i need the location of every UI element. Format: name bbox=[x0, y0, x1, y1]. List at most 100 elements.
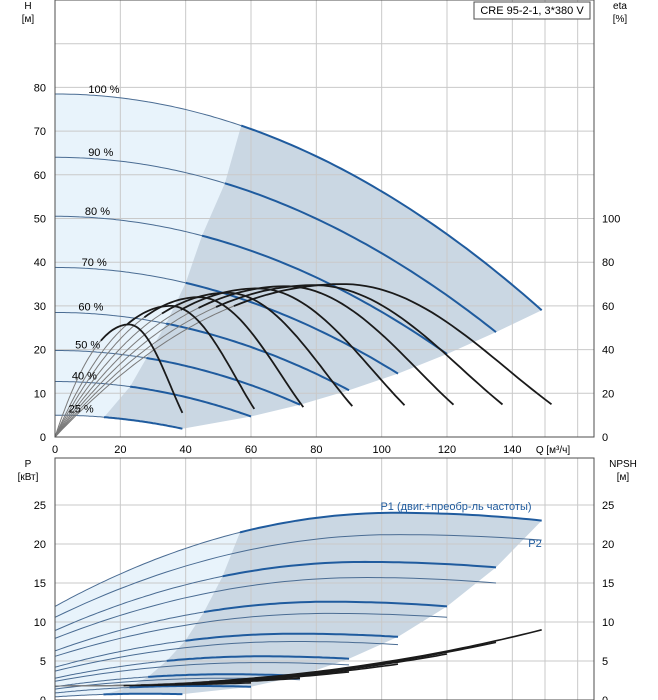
p1-curve-thin bbox=[54, 676, 149, 688]
head-tick-label: 40 bbox=[34, 257, 46, 269]
efficiency-curve bbox=[126, 305, 256, 410]
npsh-axis-unit: [м] bbox=[617, 472, 630, 483]
eta-tick-label: 100 bbox=[602, 214, 620, 226]
operating-regions bbox=[55, 94, 542, 437]
head-curve-thin bbox=[55, 350, 147, 359]
npsh-curve bbox=[123, 682, 252, 687]
speed-label: 40 % bbox=[72, 370, 97, 382]
p1-curve bbox=[185, 632, 399, 642]
eta-tick-label: 80 bbox=[602, 257, 614, 269]
flow-tick-label: 20 bbox=[114, 444, 126, 456]
head-tick-label: 60 bbox=[34, 170, 46, 182]
flow-tick-label: 140 bbox=[503, 444, 521, 456]
power-axis-label: P bbox=[25, 459, 32, 470]
efficiency-curve-thin bbox=[54, 340, 102, 438]
p1-curve bbox=[148, 673, 301, 678]
speed-label: 100 % bbox=[88, 84, 119, 96]
head-tick-label: 30 bbox=[34, 301, 46, 313]
npsh-curves bbox=[55, 629, 542, 687]
head-axis-ticks: 0 10 20 30 40 50 60 70 80 bbox=[34, 82, 46, 444]
p1-curve-thin bbox=[54, 693, 104, 698]
efficiency-curve bbox=[143, 296, 305, 408]
flow-axis-label: Q [м³/ч] bbox=[536, 445, 571, 456]
p1-curve bbox=[222, 560, 497, 578]
p2-curve bbox=[54, 662, 350, 682]
p1-series-label: P1 (двиг.+преобр-ль частоты) bbox=[380, 501, 531, 513]
efficiency-curve-thin bbox=[54, 316, 145, 438]
power-npsh-panel: 0 5 10 15 20 25 0 5 10 15 20 25 P [кВт] NPSH [м] P… bbox=[18, 457, 637, 700]
title-box-border bbox=[473, 1, 591, 20]
head-curves bbox=[54, 93, 543, 430]
head-tick-label: 0 bbox=[40, 432, 46, 444]
power-tick-label: 5 bbox=[40, 656, 46, 668]
speed-label: 25 % bbox=[69, 404, 94, 416]
p1-curve bbox=[103, 692, 183, 696]
p2-curve bbox=[54, 534, 542, 618]
efficiency-curve-thin bbox=[54, 313, 163, 438]
eta-axis-unit: [%] bbox=[613, 14, 628, 25]
p1-curve-thin bbox=[54, 660, 167, 679]
efficiency-curve bbox=[100, 323, 184, 414]
speed-label: 60 % bbox=[78, 302, 103, 314]
dark-operating-region bbox=[104, 125, 542, 429]
p1-curve bbox=[129, 685, 251, 689]
eta-tick-label: 0 bbox=[602, 432, 608, 444]
p2-series-label: P2 bbox=[528, 538, 541, 550]
efficiency-curve bbox=[198, 285, 455, 406]
npsh-tick-label: 5 bbox=[602, 656, 608, 668]
power-tick-label: 0 bbox=[40, 695, 46, 700]
head-curve bbox=[103, 416, 183, 430]
head-curve-thin bbox=[54, 414, 105, 418]
head-tick-label: 70 bbox=[34, 126, 46, 138]
flow-tick-label: 100 bbox=[372, 444, 390, 456]
p1-curve-thin bbox=[54, 686, 130, 694]
power-curves bbox=[54, 511, 542, 698]
head-curve bbox=[146, 357, 301, 406]
power-tick-label: 10 bbox=[34, 617, 46, 629]
eta-axis-label: eta bbox=[613, 1, 627, 12]
head-curve-thin bbox=[55, 312, 167, 325]
head-curve bbox=[129, 385, 252, 418]
flow-tick-label: 80 bbox=[310, 444, 322, 456]
p1-curve bbox=[203, 600, 448, 613]
npsh-tick-label: 25 bbox=[602, 500, 614, 512]
p2-curve bbox=[54, 576, 497, 639]
title-box: CRE 95-2-1, 3*380 V bbox=[473, 1, 591, 20]
efficiency-curve-thin bbox=[54, 307, 199, 438]
efficiency-curve bbox=[161, 291, 353, 407]
p1-curve bbox=[239, 511, 542, 534]
p1-curve-thin bbox=[54, 531, 241, 607]
head-tick-label: 20 bbox=[34, 345, 46, 357]
p2-curve bbox=[54, 612, 448, 657]
flow-axis-ticks: 0 20 40 60 80 100 120 140 bbox=[52, 444, 522, 456]
chart-title: CRE 95-2-1, 3*380 V bbox=[480, 5, 584, 17]
head-curve-thin bbox=[54, 266, 186, 284]
head-tick-label: 10 bbox=[34, 388, 46, 400]
head-tick-label: 50 bbox=[34, 214, 46, 226]
flow-tick-label: 40 bbox=[180, 444, 192, 456]
power-axis-unit: [кВт] bbox=[18, 472, 39, 483]
eta-tick-label: 40 bbox=[602, 345, 614, 357]
efficiency-curve-thin bbox=[54, 305, 234, 438]
head-curve bbox=[224, 182, 497, 333]
head-curve bbox=[165, 322, 350, 392]
power-tick-label: 15 bbox=[34, 578, 46, 590]
head-curve bbox=[201, 234, 448, 355]
flow-tick-label: 0 bbox=[52, 444, 58, 456]
speed-label: 80 % bbox=[85, 206, 110, 218]
p1-curve-thin bbox=[54, 640, 186, 668]
eta-tick-label: 60 bbox=[602, 301, 614, 313]
head-curve bbox=[240, 124, 543, 312]
power-tick-label: 25 bbox=[34, 500, 46, 512]
flow-tick-label: 60 bbox=[245, 444, 257, 456]
npsh-tick-label: 15 bbox=[602, 578, 614, 590]
head-axis-unit: [м] bbox=[22, 14, 35, 25]
npsh-tick-label: 10 bbox=[602, 617, 614, 629]
eta-axis-ticks: 0 20 40 60 80 100 bbox=[602, 214, 620, 445]
head-axis-label: H bbox=[24, 1, 31, 12]
head-efficiency-panel: 100 % 90 % 80 % 70 % 60 % 50 % 40 % 25 % 0 10 20 3… bbox=[22, 0, 628, 456]
head-curve-thin bbox=[55, 156, 226, 184]
power-regions bbox=[55, 512, 542, 697]
npsh-tick-label: 0 bbox=[602, 695, 608, 700]
